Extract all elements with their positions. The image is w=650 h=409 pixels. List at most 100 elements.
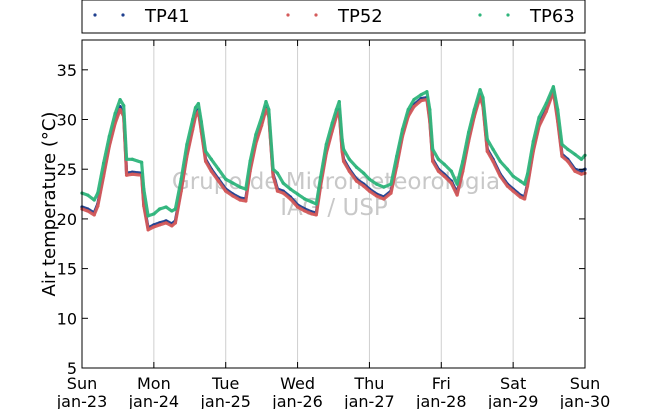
point-TP52-54 — [362, 184, 366, 188]
y-tick-label-35: 35 — [57, 61, 77, 80]
point-TP52-82 — [523, 197, 527, 201]
point-TP63-16 — [164, 205, 168, 209]
x-tick-label-date-7: jan-30 — [559, 392, 611, 409]
point-TP63-15 — [158, 207, 162, 211]
point-TP52-66 — [431, 159, 435, 163]
point-TP63-55 — [367, 177, 372, 181]
point-TP63-57 — [382, 185, 386, 189]
point-TP63-10 — [130, 157, 134, 161]
point-TP63-42 — [303, 197, 307, 201]
point-TP52-17 — [170, 224, 174, 228]
x-tick-label-date-0: jan-23 — [56, 392, 108, 409]
point-TP63-31 — [244, 187, 248, 191]
point-TP63-72 — [466, 130, 471, 135]
point-TP63-52 — [347, 157, 351, 161]
point-TP52-86 — [544, 109, 548, 114]
point-TP52-78 — [498, 174, 502, 178]
point-TP63-62 — [412, 98, 416, 102]
point-TP63-39 — [281, 181, 285, 185]
x-tick-label-day-4: Thu — [353, 374, 384, 393]
point-TP63-30 — [238, 185, 242, 189]
y-tick-label-20: 20 — [57, 210, 77, 229]
y-axis: 5 10 15 20 25 30 35 — [57, 61, 585, 378]
point-TP52-15 — [158, 223, 162, 227]
point-TP63-49 — [337, 100, 341, 104]
legend-label-TP52: TP52 — [337, 6, 383, 27]
series-TP63 — [80, 85, 587, 218]
legend-marker-TP52 — [286, 13, 318, 17]
point-TP63-4 — [101, 161, 106, 165]
point-TP52-28 — [224, 189, 228, 193]
x-tick-label-day-6: Sat — [500, 374, 526, 393]
point-TP63-71 — [461, 159, 465, 163]
legend: TP41 TP52 TP63 — [81, 0, 586, 34]
point-TP52-83 — [525, 184, 530, 188]
point-TP63-20 — [185, 142, 189, 146]
point-TP52-27 — [216, 179, 221, 183]
point-TP52-76 — [485, 149, 489, 153]
y-tick-label-10: 10 — [57, 309, 77, 328]
point-TP63-74 — [478, 88, 482, 92]
point-TP52-91 — [573, 169, 577, 173]
point-TP63-2 — [92, 198, 96, 202]
point-TP63-43 — [310, 200, 314, 204]
x-tick-label-day-2: Tue — [211, 374, 239, 393]
x-tick-label-day-0: Sun — [67, 374, 97, 393]
point-TP52-77 — [491, 159, 495, 163]
point-TP63-5 — [107, 134, 111, 139]
point-TP63-8 — [122, 104, 126, 108]
point-TP63-73 — [472, 107, 476, 112]
point-TP63-17 — [170, 209, 174, 213]
point-TP63-9 — [124, 157, 129, 161]
point-TP52-38 — [275, 189, 280, 193]
point-TP63-78 — [498, 159, 502, 163]
x-tick-label-day-3: Wed — [280, 374, 315, 393]
point-TP63-59 — [395, 154, 399, 158]
point-TP52-55 — [367, 189, 372, 193]
point-TP52-39 — [281, 191, 285, 195]
point-TP63-23 — [196, 102, 201, 106]
point-TP63-76 — [485, 137, 489, 141]
y-tick-label-5: 5 — [67, 359, 77, 378]
point-TP52-51 — [341, 159, 346, 163]
point-TP63-18 — [173, 207, 178, 211]
y-tick-label-15: 15 — [57, 260, 77, 279]
point-TP63-53 — [354, 165, 359, 169]
point-TP63-77 — [491, 147, 495, 151]
point-TP52-3 — [96, 204, 100, 208]
point-TP63-7 — [118, 98, 122, 102]
point-TP63-40 — [288, 187, 292, 191]
x-tick-label-date-5: jan-28 — [415, 392, 467, 409]
point-TP52-69 — [449, 181, 453, 185]
y-tick-label-25: 25 — [57, 160, 77, 179]
legend-box — [81, 0, 586, 34]
point-TP52-57 — [382, 197, 386, 201]
point-TP52-12 — [142, 204, 146, 208]
point-TP63-24 — [199, 119, 203, 124]
point-TP63-51 — [341, 147, 346, 151]
point-TP52-14 — [152, 225, 156, 229]
point-TP63-6 — [113, 111, 117, 116]
point-TP63-83 — [525, 172, 530, 176]
x-tick-label-date-4: jan-27 — [343, 392, 395, 409]
series-line-TP52 — [80, 90, 587, 232]
point-TP63-64 — [425, 90, 429, 94]
point-TP52-90 — [566, 159, 570, 163]
point-TP63-26 — [209, 157, 213, 161]
y-axis-label: Air temperature (°C) — [39, 112, 60, 297]
point-TP52-67 — [436, 169, 441, 173]
point-TP52-80 — [511, 189, 515, 193]
point-TP63-66 — [431, 147, 435, 151]
point-TP63-35 — [264, 100, 268, 104]
point-TP63-92 — [579, 157, 584, 161]
point-TP52-81 — [518, 195, 522, 199]
x-axis: Sunjan-23Monjan-24Tuejan-25Wedjan-26Thuj… — [56, 40, 611, 409]
point-TP63-3 — [96, 191, 100, 195]
point-TP63-36 — [267, 107, 271, 112]
point-TP52-63 — [419, 99, 423, 103]
point-TP63-70 — [455, 182, 459, 186]
legend-marker-TP41 — [93, 13, 125, 17]
point-TP52-44 — [314, 213, 318, 217]
point-TP63-29 — [231, 181, 235, 185]
point-TP63-14 — [152, 212, 156, 216]
